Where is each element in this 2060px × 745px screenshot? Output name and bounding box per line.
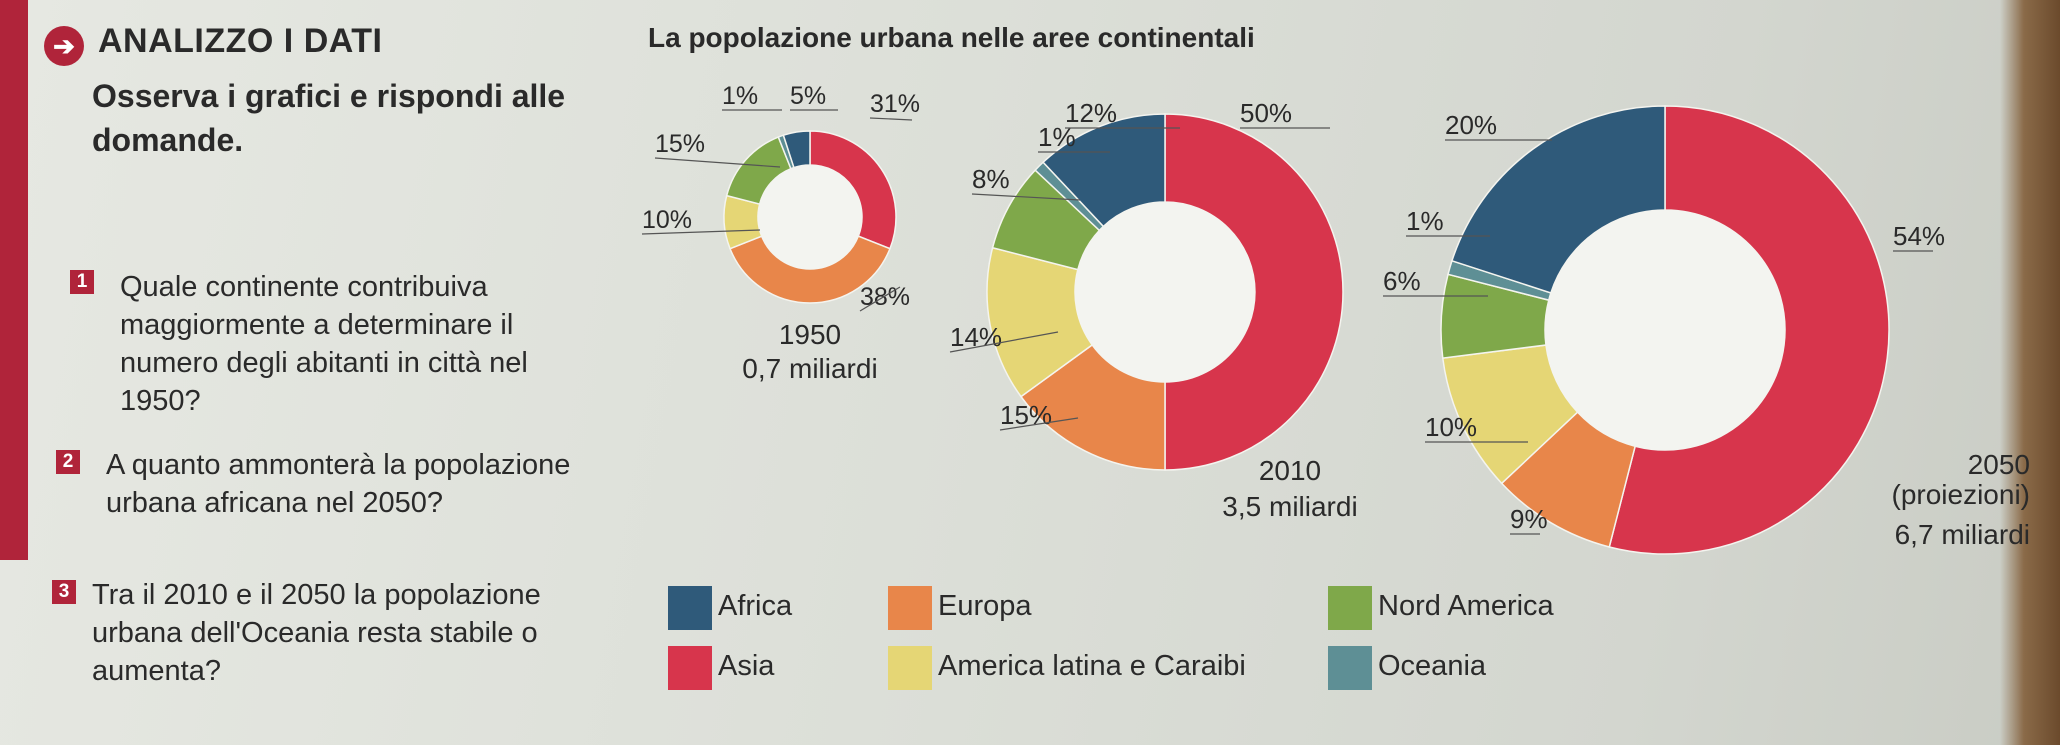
- legend-swatch-nord-america: [1328, 586, 1372, 630]
- data-label-2050-africa: 20%: [1445, 110, 1497, 140]
- question-3: Tra il 2010 e il 2050 la popolazione urb…: [92, 579, 541, 687]
- donut-hole-2050: [1545, 210, 1785, 450]
- legend-swatch-europa: [888, 586, 932, 630]
- legend-swatch-asia: [668, 646, 712, 690]
- data-label-1950-oceania: 1%: [722, 82, 758, 110]
- question-1: Quale continente contribuiva maggiorment…: [120, 271, 528, 417]
- data-label-1950-asia: 31%: [870, 90, 920, 118]
- question-number-3: 3: [52, 580, 76, 604]
- data-label-2010-europa: 15%: [1000, 400, 1052, 430]
- donut-1950: 31%38%10%15%1% 5%: [641, 82, 920, 312]
- legend-swatch-oceania: [1328, 646, 1372, 690]
- donut-2010: 50%15%14%8%1%12%: [949, 98, 1344, 471]
- data-label-2050-europa: 9%: [1510, 504, 1548, 534]
- data-label-2010-nord-america: 8%: [972, 164, 1010, 194]
- chart-title: La popolazione urbana nelle aree contine…: [648, 22, 1255, 53]
- legend-swatch-america-latina: [888, 646, 932, 690]
- legend-label-nord-america: Nord America: [1378, 590, 1554, 622]
- arrow-icon: ➔: [44, 26, 84, 66]
- data-label-2010-africa: 12%: [1065, 98, 1117, 128]
- year-label-2010: 2010: [1259, 455, 1321, 486]
- legend-label-asia: Asia: [718, 650, 775, 682]
- data-label-2050-america-latina-e-caraibi: 10%: [1425, 412, 1477, 442]
- data-label-2050-nord-america: 6%: [1383, 266, 1421, 296]
- data-label-2010-asia: 50%: [1240, 98, 1292, 128]
- leader-line-2010-europa: [999, 417, 1079, 431]
- intro-text: Osserva i grafici e rispondi alle domand…: [92, 78, 566, 158]
- total-label-1950: 0,7 miliardi: [742, 353, 877, 384]
- section-title: ANALIZZO I DATI: [98, 22, 383, 60]
- legend-swatch-africa: [668, 586, 712, 630]
- leader-line-1950-america-latina-e-caraibi: [641, 229, 761, 235]
- question-number-1: 1: [70, 270, 94, 294]
- year-note-2050: (proiezioni): [1892, 479, 2031, 510]
- legend-label-oceania: Oceania: [1378, 650, 1487, 682]
- donut-hole-2010: [1075, 202, 1255, 382]
- total-label-2050: 6,7 miliardi: [1895, 519, 2030, 550]
- leader-line-1950-nord-america: [654, 157, 781, 168]
- data-label-1950-nord-america: 15%: [655, 130, 705, 158]
- legend-label-europa: Europa: [938, 590, 1032, 622]
- data-label-1950-america-latina-e-caraibi: 10%: [642, 206, 692, 234]
- leader-line-2010-nord-america: [971, 193, 1081, 201]
- legend-label-africa: Africa: [718, 590, 793, 622]
- year-label-2050: 2050: [1968, 449, 2030, 480]
- total-label-2010: 3,5 miliardi: [1222, 491, 1357, 522]
- data-label-2010-oceania: 1%: [1038, 122, 1076, 152]
- year-label-1950: 1950: [779, 319, 841, 350]
- leader-line-2010-america-latina-e-caraibi: [949, 331, 1059, 353]
- question-number-2: 2: [56, 450, 80, 474]
- data-label-2050-oceania: 1%: [1406, 206, 1444, 236]
- page-edge: [2000, 0, 2060, 745]
- leader-line-1950-asia: [869, 117, 913, 121]
- data-label-2050-asia: 54%: [1893, 221, 1945, 251]
- donut-hole-1950: [758, 165, 862, 269]
- leader-line-1950-europa: [859, 286, 901, 312]
- donut-2050: 54% 9% 10% 6% 1% 20%: [1383, 105, 1945, 555]
- page-spine: [0, 0, 28, 560]
- data-label-1950-africa: 5%: [790, 82, 826, 110]
- question-2: A quanto ammonterà la popolazione urbana…: [106, 449, 571, 519]
- legend-label-america-latina: America latina e Caraibi: [938, 650, 1246, 682]
